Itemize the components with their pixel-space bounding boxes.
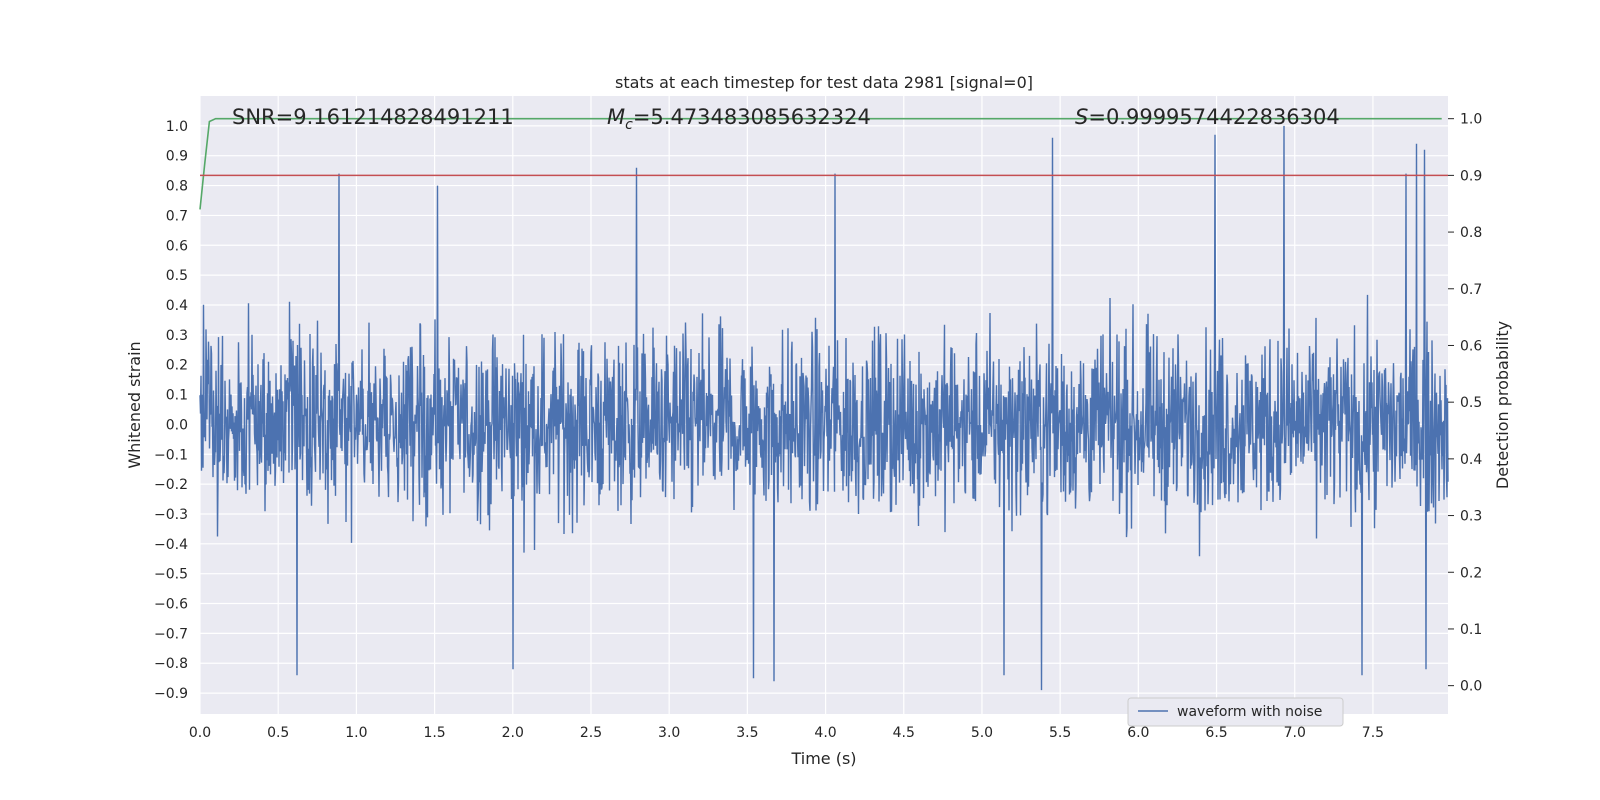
chart-title: stats at each timestep for test data 298… bbox=[615, 73, 1033, 92]
detection-probability-line bbox=[199, 117, 1442, 210]
x-tick-label: 4.5 bbox=[893, 725, 915, 741]
legend-box bbox=[1127, 697, 1344, 727]
waveform-series bbox=[199, 125, 1449, 691]
x-tick-label: 3.5 bbox=[736, 725, 758, 741]
y2-tick-label: 0.4 bbox=[1460, 452, 1482, 468]
s-symbol: S bbox=[1075, 105, 1088, 129]
y-tick-label: 0.1 bbox=[166, 388, 188, 404]
y-tick-label: 0.7 bbox=[166, 208, 188, 224]
y2-tick-label: 0.7 bbox=[1460, 282, 1482, 298]
x-tick-label: 2.0 bbox=[502, 725, 524, 741]
y2-tick-label: 0.9 bbox=[1460, 168, 1482, 184]
y-tick-label: 1.0 bbox=[166, 119, 188, 135]
x-tick-label: 7.0 bbox=[1284, 725, 1306, 741]
y-axis-label: Whitened strain bbox=[125, 341, 144, 468]
y-tick-label: −0.7 bbox=[154, 626, 188, 642]
y-axis-ticks: −0.9 −0.8 −0.7 −0.6 −0.5 −0.4 −0.3 −0.2 −0.1 0.0 0… bbox=[154, 119, 188, 702]
y-tick-label: 0.5 bbox=[166, 268, 188, 284]
snr-annotation: SNR=9.161214828491211 bbox=[232, 105, 514, 129]
y-tick-label: −0.3 bbox=[154, 507, 188, 523]
y-tick-label: −0.1 bbox=[154, 447, 188, 463]
annotations: SNR=9.161214828491211 Mc=5.4734830856323… bbox=[232, 105, 1340, 133]
y2-tick-label: 0.0 bbox=[1460, 679, 1482, 695]
mc-value: =5.473483085632324 bbox=[633, 105, 871, 129]
y2-tick-label: 0.3 bbox=[1460, 509, 1482, 525]
y-tick-label: 0.6 bbox=[166, 238, 188, 254]
y2-axis-ticks: 0.0 0.1 0.2 0.3 0.4 0.5 0.6 0.7 0.8 0.9 1.0 bbox=[1448, 112, 1482, 695]
x-tick-label: 0.0 bbox=[189, 725, 211, 741]
y2-axis-label: Detection probability bbox=[1493, 321, 1512, 489]
x-tick-label: 3.0 bbox=[658, 725, 680, 741]
y-tick-label: −0.8 bbox=[154, 656, 188, 672]
mc-subscript: c bbox=[625, 117, 633, 133]
y-tick-label: 0.4 bbox=[166, 298, 188, 314]
y-tick-label: 0.9 bbox=[166, 149, 188, 165]
x-tick-label: 1.0 bbox=[345, 725, 367, 741]
y2-tick-label: 0.6 bbox=[1460, 338, 1482, 354]
y-tick-label: −0.5 bbox=[154, 567, 188, 583]
y-tick-label: −0.6 bbox=[154, 597, 188, 613]
y2-tick-label: 1.0 bbox=[1460, 112, 1482, 128]
y2-tick-label: 0.5 bbox=[1460, 395, 1482, 411]
y2-tick-label: 0.2 bbox=[1460, 565, 1482, 581]
x-tick-label: 6.0 bbox=[1127, 725, 1149, 741]
y-tick-label: 0.3 bbox=[166, 328, 188, 344]
x-tick-label: 5.5 bbox=[1049, 725, 1071, 741]
x-tick-label: 6.5 bbox=[1205, 725, 1227, 741]
probability-series bbox=[199, 117, 1448, 210]
mc-annotation: Mc=5.473483085632324 bbox=[607, 105, 871, 133]
mc-symbol: M bbox=[607, 105, 625, 129]
y2-tick-label: 0.1 bbox=[1460, 622, 1482, 638]
x-tick-label: 5.0 bbox=[971, 725, 993, 741]
y-tick-label: 0.8 bbox=[166, 179, 188, 195]
x-tick-label: 0.5 bbox=[267, 725, 289, 741]
x-tick-label: 4.0 bbox=[814, 725, 836, 741]
y-tick-label: −0.9 bbox=[154, 686, 188, 702]
x-axis-ticks: 0.0 0.5 1.0 1.5 2.0 2.5 3.0 3.5 4.0 4.5 5.0 5.5 6.0 6… bbox=[189, 725, 1384, 741]
y-tick-label: 0.0 bbox=[166, 417, 188, 433]
x-tick-label: 2.5 bbox=[580, 725, 602, 741]
s-value: =0.9999574422836304 bbox=[1088, 105, 1339, 129]
y-tick-label: 0.2 bbox=[166, 358, 188, 374]
x-axis-label: Time (s) bbox=[790, 749, 856, 768]
y-tick-label: −0.2 bbox=[154, 477, 188, 493]
y-tick-label: −0.4 bbox=[154, 537, 188, 553]
x-tick-label: 1.5 bbox=[423, 725, 445, 741]
legend-label: waveform with noise bbox=[1177, 704, 1322, 720]
x-tick-label: 7.5 bbox=[1362, 725, 1384, 741]
waveform-line bbox=[199, 125, 1449, 691]
y2-tick-label: 0.8 bbox=[1460, 225, 1482, 241]
legend: waveform with noise bbox=[1127, 697, 1344, 727]
s-annotation: S=0.9999574422836304 bbox=[1075, 105, 1340, 129]
